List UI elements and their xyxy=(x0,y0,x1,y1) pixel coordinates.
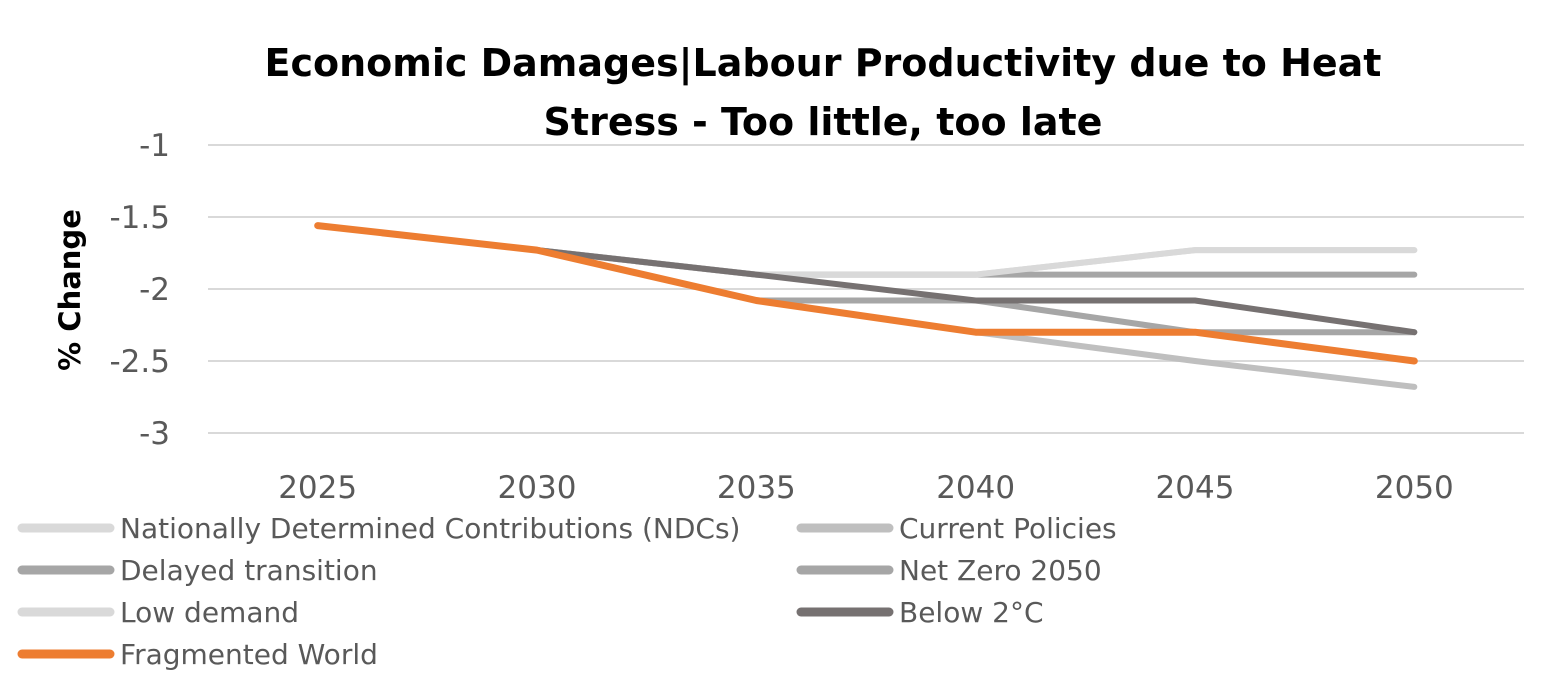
chart-title-line-1: Economic Damages|Labour Productivity due… xyxy=(265,41,1382,86)
legend-item: Net Zero 2050 xyxy=(796,554,1102,587)
series-line-fragmented-world xyxy=(314,222,1418,365)
legend-label: Low demand xyxy=(120,596,299,629)
y-tick-label: -2.5 xyxy=(110,344,171,380)
legend-label: Nationally Determined Contributions (NDC… xyxy=(120,512,740,545)
y-axis-label: % Change xyxy=(53,209,87,371)
y-tick-label: -2 xyxy=(139,272,170,308)
legend-label: Net Zero 2050 xyxy=(899,554,1102,587)
y-tick-label: -3 xyxy=(139,416,170,452)
y-tick-label: -1.5 xyxy=(110,200,171,236)
x-tick-label: 2025 xyxy=(278,470,357,506)
chart-title: Economic Damages|Labour Productivity due… xyxy=(265,41,1382,144)
x-tick-labels: 2025 2030 2035 2040 2045 2050 xyxy=(278,470,1454,506)
y-tick-labels: -1 -1.5 -2 -2.5 -3 xyxy=(110,128,171,452)
series-lines xyxy=(314,222,1418,390)
legend-label: Delayed transition xyxy=(120,554,378,587)
x-tick-label: 2045 xyxy=(1156,470,1235,506)
x-tick-label: 2035 xyxy=(717,470,796,506)
legend: Nationally Determined Contributions (NDC… xyxy=(17,512,1117,671)
x-tick-label: 2040 xyxy=(936,470,1015,506)
legend-item: Below 2°C xyxy=(796,596,1044,629)
legend-item: Current Policies xyxy=(796,512,1117,545)
legend-item: Delayed transition xyxy=(17,554,378,587)
legend-label: Below 2°C xyxy=(899,596,1044,629)
chart-title-line-2: Stress - Too little, too late xyxy=(544,100,1103,144)
y-tick-label: -1 xyxy=(139,128,170,164)
x-tick-label: 2030 xyxy=(498,470,577,506)
legend-item: Nationally Determined Contributions (NDC… xyxy=(17,512,740,545)
series-line-low-demand xyxy=(314,222,1418,278)
legend-item: Low demand xyxy=(17,596,299,629)
legend-label: Fragmented World xyxy=(120,638,378,671)
x-tick-label: 2050 xyxy=(1375,470,1454,506)
legend-item: Fragmented World xyxy=(17,638,378,671)
legend-label: Current Policies xyxy=(899,512,1117,545)
